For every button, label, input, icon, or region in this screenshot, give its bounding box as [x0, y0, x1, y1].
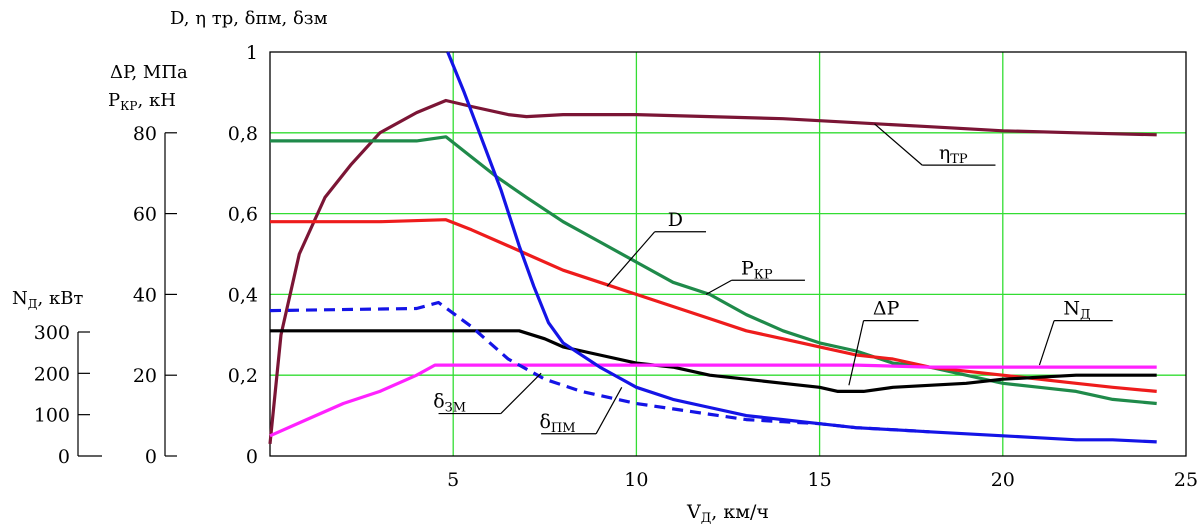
y-tick-label: 0,6 — [228, 204, 258, 226]
plot-background — [270, 52, 1186, 456]
annotation-leader-dp — [848, 320, 865, 386]
axes: 5 10 15 20 25 VД, км/ч 0 0,2 0,4 0,6 0,8 1 D, η тр, … — [12, 8, 1198, 526]
series-line-eta — [268, 98, 1157, 445]
plot-area — [270, 52, 1186, 456]
x-axis-label: VД, км/ч — [686, 501, 769, 526]
series-line-dpm — [446, 51, 1157, 444]
power-tick-label: 0 — [58, 446, 70, 468]
annotation-leader-pkr — [705, 279, 732, 295]
annotation-leader-nd — [1038, 320, 1055, 366]
annotation-leader-eta — [874, 123, 923, 166]
series-label-dpm: δПМ — [539, 411, 575, 436]
series-label-dp: ΔP — [873, 298, 900, 320]
series-label-eta: ηТР — [939, 142, 968, 167]
series-label-pkr: PКР — [741, 257, 773, 282]
y-tick-label: 1 — [246, 42, 258, 64]
power-tick-label: 200 — [34, 363, 70, 385]
force-tick-label: 60 — [133, 204, 157, 226]
series-label-d: D — [668, 209, 683, 231]
x-tick-label: 10 — [624, 469, 648, 491]
force-axis-label-1: ΔP, МПа — [110, 62, 188, 83]
annotation-leaders — [438, 123, 1113, 435]
force-tick-label: 80 — [133, 123, 157, 145]
power-axis-label: NД, кВт — [12, 288, 83, 311]
main-y-axis-label: D, η тр, δпм, δзм — [170, 8, 328, 29]
x-tick-label: 15 — [808, 469, 832, 491]
power-tick-label: 100 — [34, 405, 70, 427]
series-line-pkr — [270, 135, 1157, 406]
plot-border — [269, 51, 1187, 457]
series-line-nd — [269, 363, 1157, 438]
y-tick-label: 0,8 — [228, 123, 258, 145]
series-group — [268, 51, 1157, 445]
force-tick-label: 40 — [133, 284, 157, 306]
annotation-leader-dzm — [500, 372, 542, 415]
force-tick-label: 0 — [145, 446, 157, 468]
annotations: ηТР D PКР ΔP NД δЗМ δПМ — [433, 142, 1090, 436]
y-tick-label: 0,2 — [228, 365, 258, 387]
x-tick-label: 25 — [1174, 469, 1198, 491]
power-tick-label: 300 — [34, 322, 70, 344]
annotation-leader-d — [606, 231, 656, 287]
plot-frame — [269, 51, 1187, 457]
series-label-dzm: δЗМ — [433, 391, 466, 416]
x-tick-label: 5 — [447, 469, 459, 491]
force-axis-label-2: PКР, кН — [108, 90, 176, 113]
series-label-nd: NД — [1063, 298, 1090, 323]
force-tick-label: 20 — [133, 365, 157, 387]
annotation-leader-dpm — [595, 387, 623, 435]
y-tick-label: 0,4 — [228, 284, 258, 306]
y-tick-label: 0 — [246, 446, 258, 468]
series-line-d — [270, 218, 1157, 393]
x-tick-label: 20 — [991, 469, 1015, 491]
